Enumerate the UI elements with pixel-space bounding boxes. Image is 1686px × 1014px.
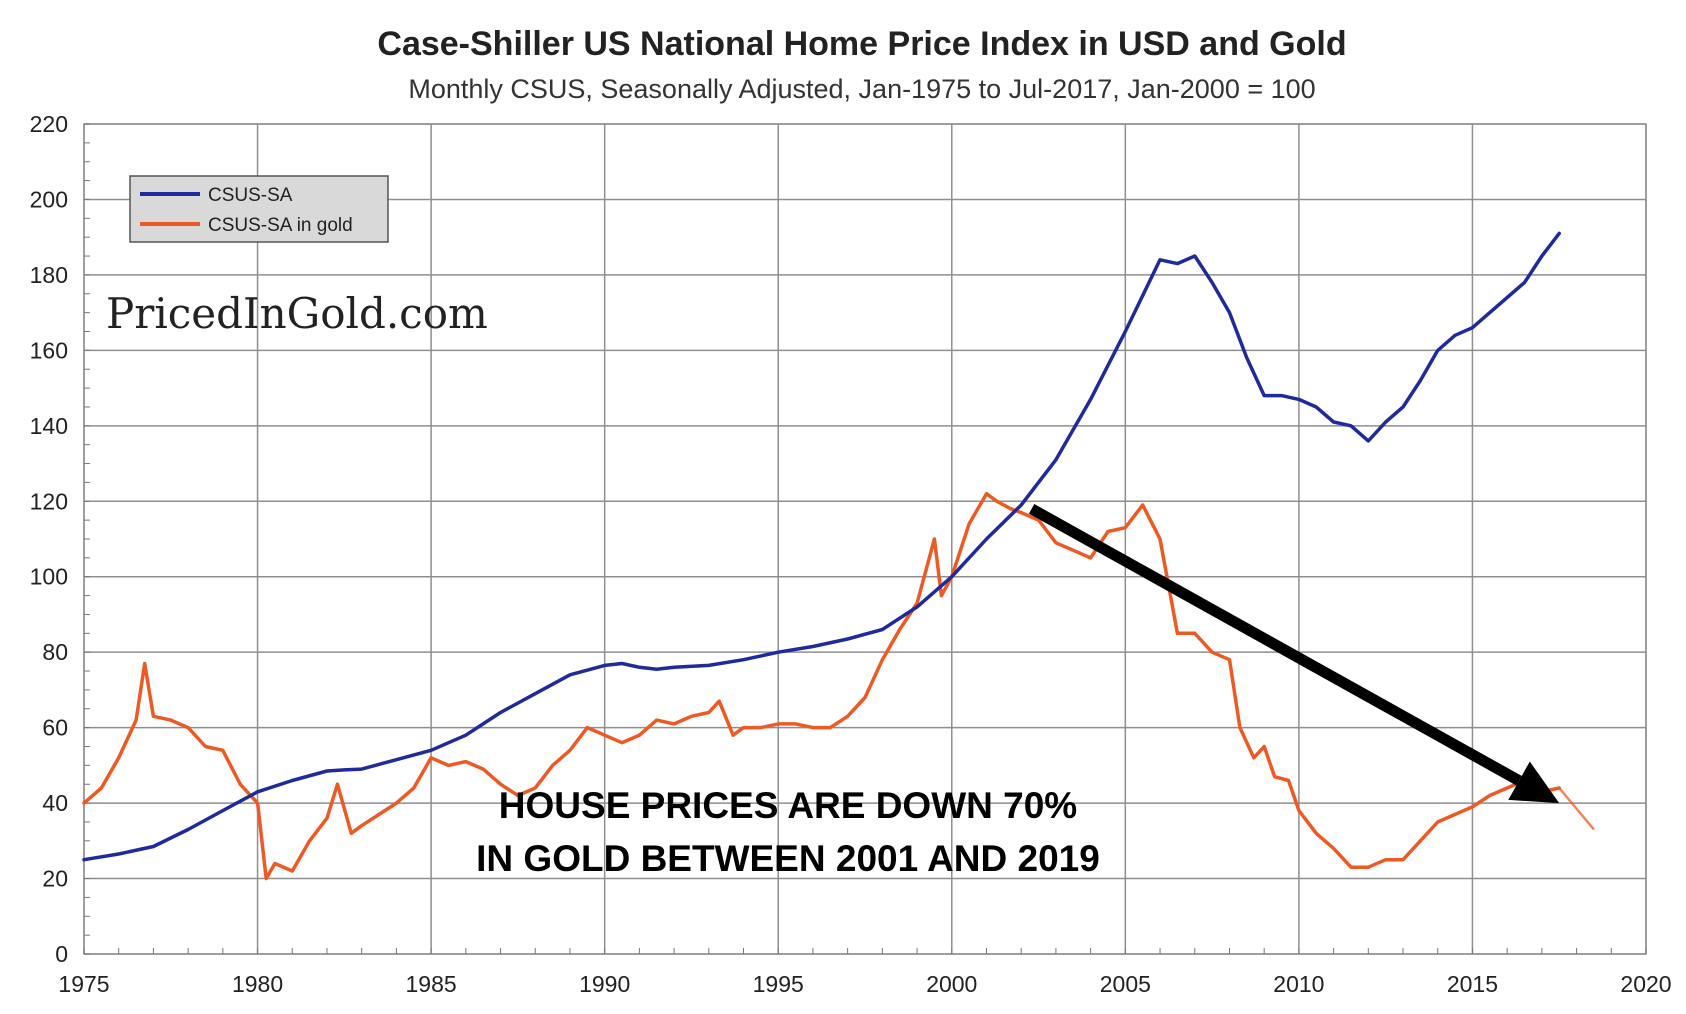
x-tick-label: 1985 [406, 971, 457, 997]
chart-subtitle: Monthly CSUS, Seasonally Adjusted, Jan-1… [408, 74, 1315, 104]
grid [83, 123, 1647, 955]
x-tick-label: 2015 [1447, 971, 1498, 997]
annotation-arrow [1028, 504, 1560, 804]
x-tick-label: 1995 [753, 971, 804, 997]
legend-box [129, 175, 389, 243]
y-axis: 0 20 40 60 80 100 120 140 160 180 200 220 [30, 111, 68, 967]
watermark: PricedInGold.com [106, 289, 488, 338]
y-tick-label: 0 [55, 941, 68, 967]
arrow-shaft [1028, 504, 1522, 786]
y-tick-label: 60 [42, 715, 68, 741]
y-tick-label: 160 [30, 337, 68, 363]
x-axis: 1975 1980 1985 1990 1995 2000 2005 2010 2015 2020 [58, 971, 1671, 997]
x-tick-label: 2020 [1620, 971, 1671, 997]
y-tick-label: 140 [30, 413, 68, 439]
arrow-head [1508, 761, 1560, 804]
legend-label-usd: CSUS-SA [208, 185, 293, 206]
y-tick-label: 40 [42, 790, 68, 816]
series-layer [82, 231, 1595, 881]
y-tick-label: 120 [30, 488, 68, 514]
y-tick-label: 220 [30, 111, 68, 137]
x-tick-label: 2010 [1273, 971, 1324, 997]
annotation-line-2: IN GOLD BETWEEN 2001 AND 2019 [476, 838, 1100, 879]
y-tick-label: 180 [30, 262, 68, 288]
y-tick-label: 80 [42, 639, 68, 665]
legend: CSUS-SA CSUS-SA in gold [129, 175, 389, 243]
annotation-line-1: HOUSE PRICES ARE DOWN 70% [499, 785, 1077, 826]
series-projection-gold [1558, 787, 1595, 831]
legend-label-gold: CSUS-SA in gold [208, 215, 353, 236]
x-tick-label: 1980 [232, 971, 283, 997]
series-line-csus-sa-in-gold [82, 491, 1561, 881]
chart-title: Case-Shiller US National Home Price Inde… [377, 25, 1346, 63]
y-tick-label: 200 [30, 186, 68, 212]
x-tick-label: 1975 [58, 971, 109, 997]
x-tick-label: 2000 [926, 971, 977, 997]
y-axis-minor-ticks [84, 123, 90, 955]
series-line-csus-sa [82, 231, 1561, 862]
x-tick-label: 1990 [579, 971, 630, 997]
y-tick-label: 100 [30, 564, 68, 590]
x-axis-minor-ticks [83, 948, 1647, 954]
y-tick-label: 20 [42, 866, 68, 892]
x-tick-label: 2005 [1100, 971, 1151, 997]
